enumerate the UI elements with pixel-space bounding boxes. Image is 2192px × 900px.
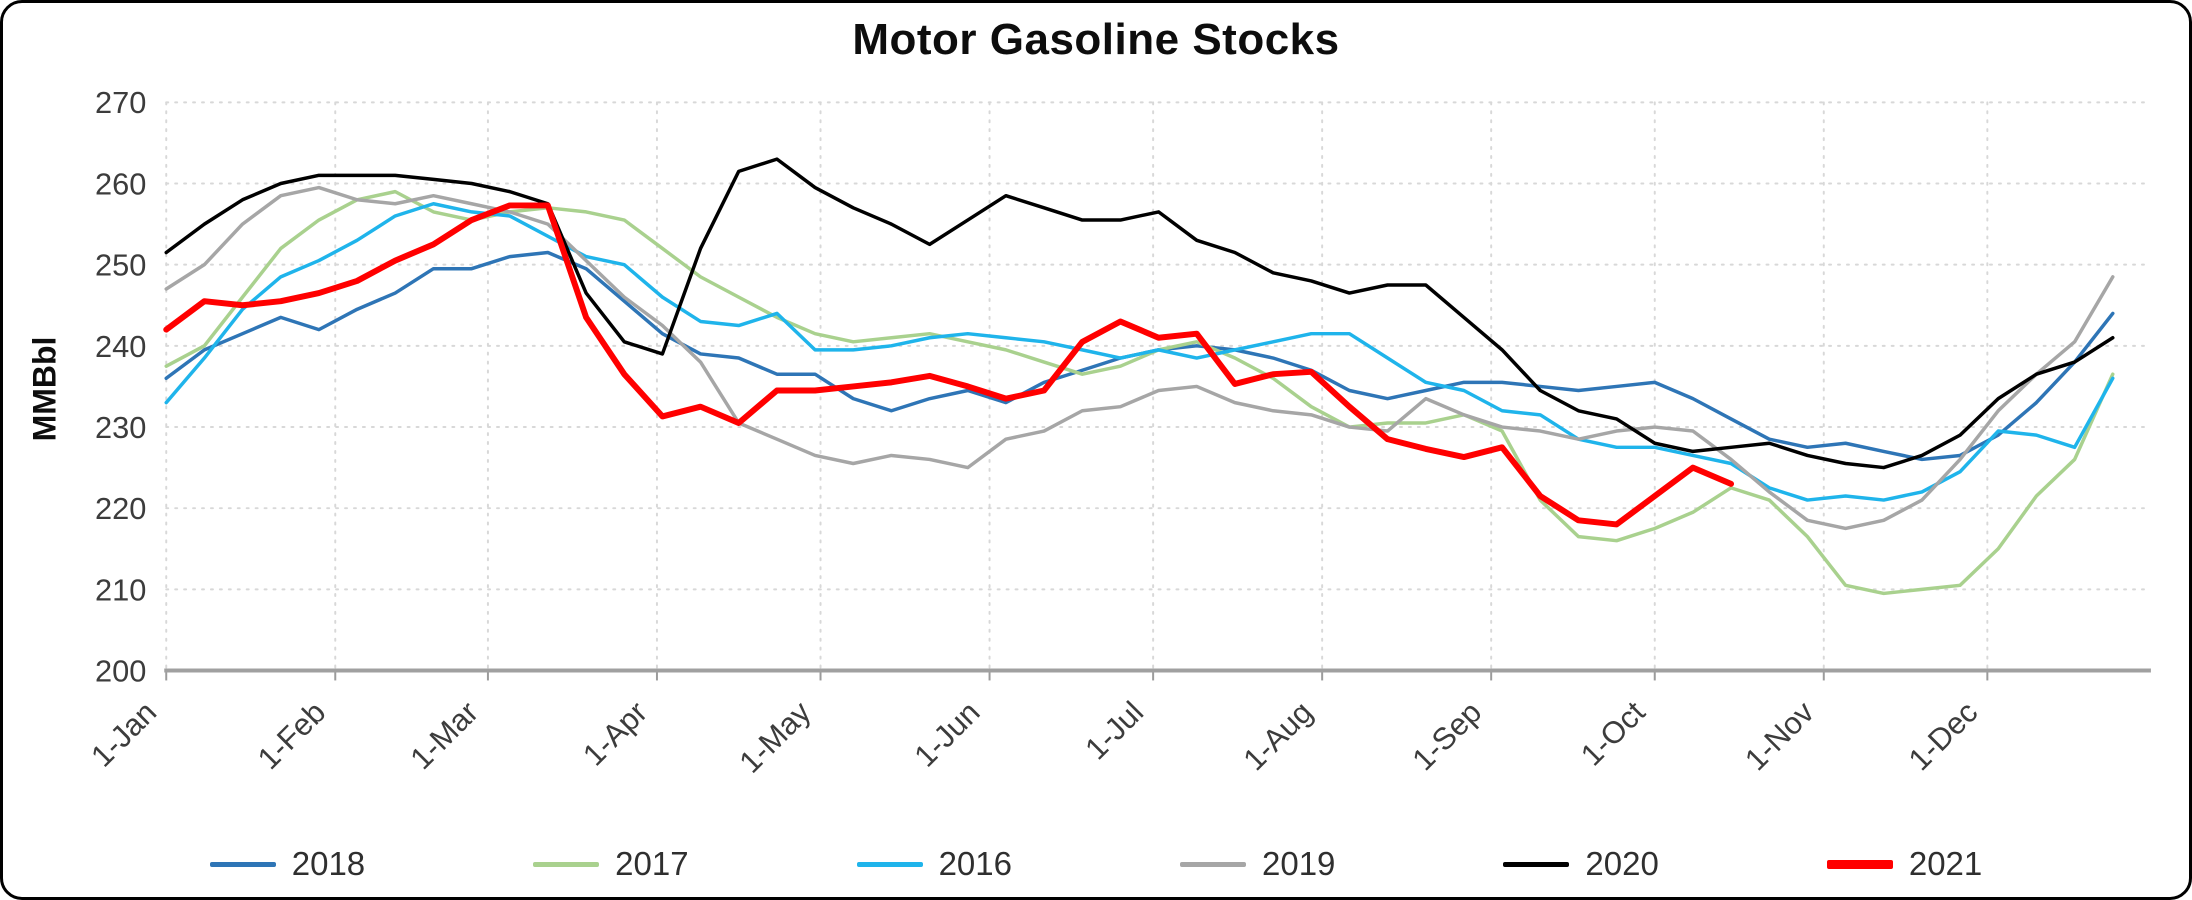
x-tick-label: 1-Feb	[251, 694, 333, 776]
x-tick-label: 1-May	[732, 694, 818, 780]
x-tick-label: 1-Nov	[1738, 694, 1821, 777]
legend-item-2020: 2020	[1503, 845, 1659, 883]
chart-title: Motor Gasoline Stocks	[852, 15, 1340, 64]
x-tick-label: 1-Dec	[1902, 694, 1985, 777]
y-tick-label: 230	[95, 410, 146, 445]
y-tick-label: 270	[95, 85, 146, 120]
y-tick-label: 200	[95, 653, 146, 688]
x-tick-label: 1-Sep	[1405, 694, 1488, 777]
legend-item-2016: 2016	[856, 845, 1012, 883]
series-line-2016	[164, 202, 2115, 502]
x-tick-label: 1-Apr	[576, 694, 654, 772]
x-tick-label: 1-Oct	[1574, 694, 1652, 772]
legend-label-2021: 2021	[1908, 845, 1983, 882]
legend-label-2018: 2018	[291, 845, 366, 882]
x-tick-label: 1-Aug	[1236, 694, 1319, 777]
series-line-2020	[164, 157, 2115, 470]
legend: 2018 2017 2016 2019 2020 2021	[3, 845, 2189, 883]
series-line-2021	[163, 202, 1735, 528]
legend-swatch-2018	[209, 861, 276, 867]
y-tick-label: 250	[95, 248, 146, 283]
x-tick-label: 1-Jul	[1078, 694, 1150, 766]
legend-swatch-2017	[533, 861, 600, 867]
y-tick-label: 240	[95, 329, 146, 364]
legend-swatch-2019	[1180, 861, 1246, 867]
legend-item-2018: 2018	[209, 845, 366, 883]
legend-item-2019: 2019	[1180, 845, 1335, 883]
plot-area: 200 210 220 230 240 250 260 270 1-Jan 1-Feb 1-Mar 1…	[84, 85, 2152, 780]
legend-label-2017: 2017	[615, 845, 689, 882]
y-tick-label: 220	[95, 491, 146, 526]
y-tick-label: 260	[95, 166, 146, 201]
legend-swatch-2016	[856, 861, 923, 867]
x-tick-label: 1-Jun	[907, 694, 986, 773]
x-tick-label: 1-Jan	[84, 694, 163, 773]
legend-item-2017: 2017	[533, 845, 689, 883]
legend-swatch-2021	[1826, 859, 1893, 869]
legend-label-2016: 2016	[938, 845, 1012, 882]
legend-label-2019: 2019	[1262, 845, 1336, 882]
y-tick-label: 210	[95, 572, 146, 607]
series-line-2017	[164, 189, 2115, 596]
series-line-2018	[164, 250, 2115, 462]
legend-label-2020: 2020	[1585, 845, 1659, 882]
legend-swatch-2020	[1503, 861, 1570, 867]
x-tick-label: 1-Mar	[403, 694, 485, 776]
series-line-2019	[164, 185, 2115, 531]
legend-item-2021: 2021	[1826, 845, 1983, 883]
